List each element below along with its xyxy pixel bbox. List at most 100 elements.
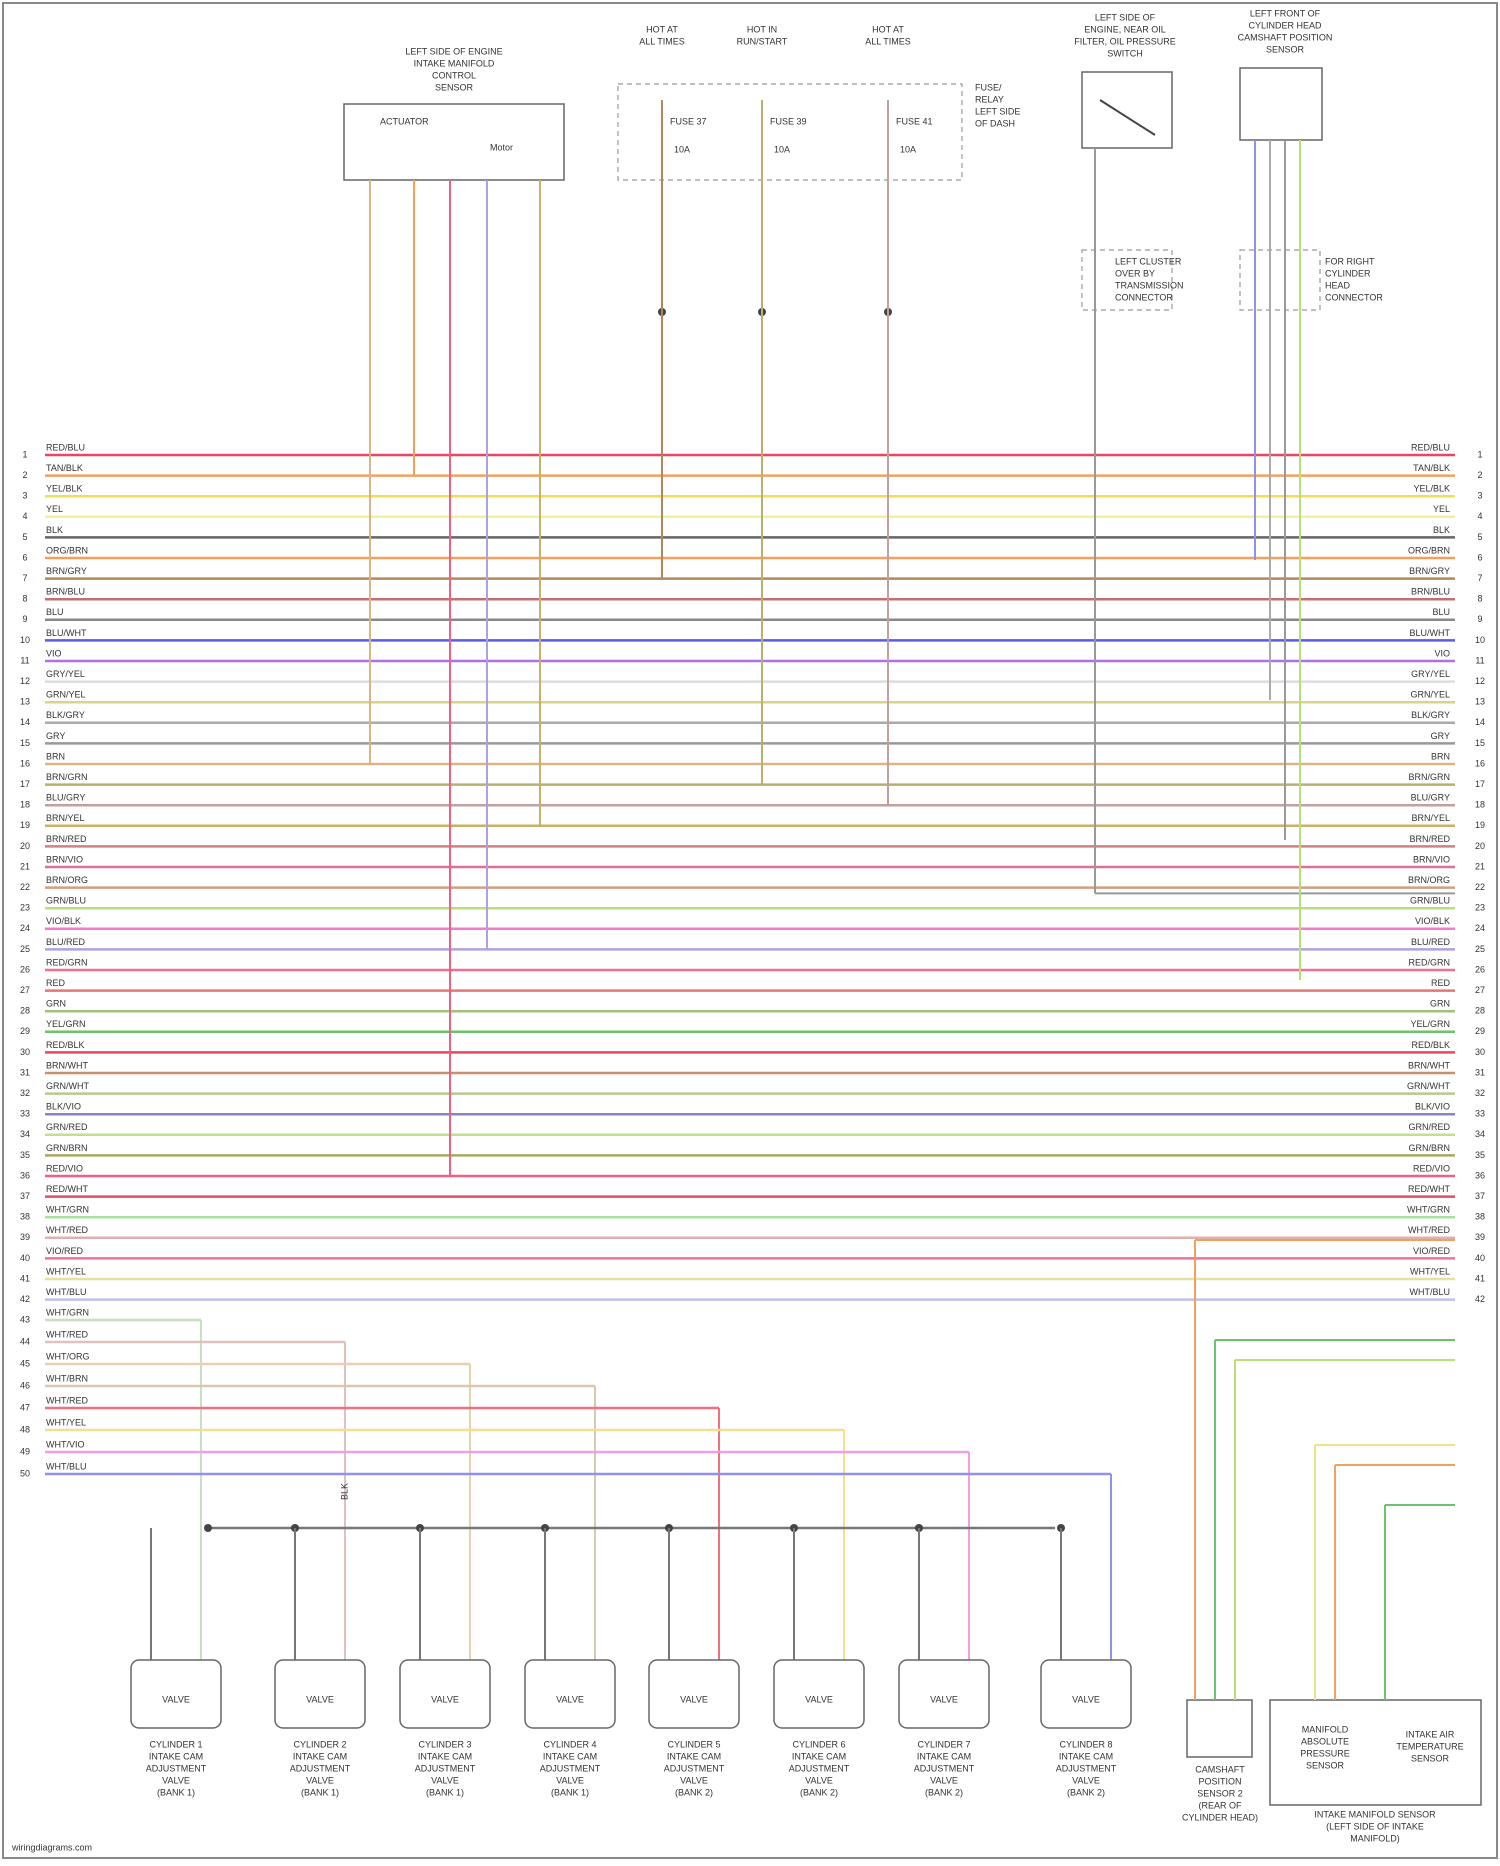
wire-label: GRY/YEL — [1411, 669, 1450, 679]
undefined: ALL TIMES — [639, 36, 685, 46]
wire-label: BLU/RED — [46, 937, 86, 947]
wire-label: WHT/YEL — [46, 1266, 86, 1276]
wire-label: BRN/GRY — [46, 566, 87, 576]
actuator-box — [898, 1659, 990, 1729]
wire-label: GRY — [1431, 731, 1450, 741]
switch-lever — [1099, 99, 1156, 136]
wire-label: ORG/BRN — [1408, 545, 1450, 555]
wire-label: WHT/RED — [46, 1329, 88, 1339]
wire-label: BLU — [1432, 607, 1450, 617]
wire-label: BRN/WHT — [46, 1060, 88, 1070]
undefined: TEMPERATURE — [1396, 1741, 1463, 1751]
wire-label: BRN/VIO — [1413, 854, 1450, 864]
wire-label: YEL/BLK — [1413, 484, 1450, 494]
undefined: (BANK 1) — [426, 1787, 464, 1797]
ground-label: BLK — [339, 1483, 349, 1500]
undefined: INTAKE MANIFOLD — [414, 58, 495, 68]
undefined: CYLINDER 7 — [917, 1739, 970, 1749]
undefined: (BANK 1) — [551, 1787, 589, 1797]
pin-number: 12 — [20, 676, 30, 686]
wire-label: WHT/BRN — [46, 1373, 88, 1383]
pin-number: 30 — [1475, 1047, 1485, 1057]
undefined: SWITCH — [1107, 48, 1143, 58]
wire-label: GRN/YEL — [1410, 690, 1450, 700]
pin-number: 38 — [20, 1212, 30, 1222]
undefined: CYLINDER 3 — [418, 1739, 471, 1749]
undefined: (BANK 2) — [1067, 1787, 1105, 1797]
wire-label: WHT/YEL — [46, 1417, 86, 1427]
pin-number: 35 — [20, 1150, 30, 1160]
wire-label: TAN/BLK — [46, 463, 83, 473]
pin-number: 31 — [1475, 1067, 1485, 1077]
pin-number: 21 — [20, 861, 30, 871]
undefined: OF DASH — [975, 118, 1015, 128]
wire-label: BRN/GRN — [1408, 772, 1450, 782]
undefined: INTAKE CAM — [293, 1751, 347, 1761]
undefined: MANIFOLD — [1302, 1724, 1349, 1734]
wire-label: WHT/GRN — [46, 1205, 89, 1215]
undefined: VALVE — [431, 1775, 459, 1785]
switch-box — [1081, 71, 1173, 149]
undefined: CONNECTOR — [1325, 292, 1383, 302]
wire-label: BLU/WHT — [1410, 628, 1451, 638]
pin-number: 17 — [1475, 779, 1485, 789]
wire-label: BRN/RED — [1409, 834, 1450, 844]
undefined: CYLINDER 2 — [293, 1739, 346, 1749]
wire-label: BLU/GRY — [46, 793, 85, 803]
pin-number: 45 — [20, 1358, 30, 1368]
undefined: (BANK 2) — [800, 1787, 838, 1797]
undefined: VALVE — [805, 1775, 833, 1785]
undefined: LEFT FRONT OF — [1250, 8, 1321, 18]
actuator-box — [130, 1659, 222, 1729]
undefined: OVER BY — [1115, 268, 1155, 278]
undefined: VALVE — [1072, 1775, 1100, 1785]
wire-label: WHT/BLU — [46, 1287, 87, 1297]
undefined: POSITION — [1198, 1776, 1241, 1786]
undefined: CONNECTOR — [1115, 292, 1173, 302]
pin-number: 35 — [1475, 1150, 1485, 1160]
wire-label: GRN/RED — [1408, 1122, 1450, 1132]
wire-label: GRN/BRN — [1408, 1143, 1450, 1153]
pin-number: 8 — [22, 594, 27, 604]
pin-number: 1 — [22, 449, 27, 459]
pin-number: 4 — [1477, 511, 1482, 521]
undefined: INTAKE AIR — [1406, 1729, 1455, 1739]
undefined: ADJUSTMENT — [146, 1763, 207, 1773]
pin-number: 39 — [20, 1232, 30, 1242]
wire-label: VIO/BLK — [46, 916, 81, 926]
wire-label: WHT/RED — [1408, 1225, 1450, 1235]
undefined: RUN/START — [737, 36, 788, 46]
wire-label: BLK — [46, 525, 63, 535]
wire-label: BLK/GRY — [1411, 710, 1450, 720]
box-text: VALVE — [306, 1694, 334, 1704]
pin-number: 4 — [22, 511, 27, 521]
pin-number: 40 — [1475, 1253, 1485, 1263]
wire-label: GRN/YEL — [46, 690, 86, 700]
undefined: CYLINDER 4 — [543, 1739, 596, 1749]
wire-label: WHT/RED — [46, 1395, 88, 1405]
box-text: VALVE — [680, 1694, 708, 1704]
wire-label: GRN — [1430, 999, 1450, 1009]
wire-label: GRN — [46, 999, 66, 1009]
pin-number: 25 — [20, 944, 30, 954]
wire-label: RED — [46, 978, 66, 988]
pin-number: 27 — [1475, 985, 1485, 995]
pin-number: 26 — [1475, 964, 1485, 974]
pin-number: 40 — [20, 1253, 30, 1263]
pin-number: 15 — [1475, 738, 1485, 748]
pin-number: 16 — [1475, 758, 1485, 768]
undefined: TRANSMISSION — [1115, 280, 1184, 290]
wire-label: VIO/RED — [46, 1246, 84, 1256]
wire-label: VIO/RED — [1413, 1246, 1451, 1256]
undefined: (REAR OF — [1198, 1800, 1242, 1810]
pin-number: 37 — [20, 1191, 30, 1201]
undefined: INTAKE MANIFOLD SENSOR — [1314, 1809, 1436, 1819]
pin-number: 5 — [22, 532, 27, 542]
pin-number: 9 — [1477, 614, 1482, 624]
fuse-name: FUSE 37 — [670, 116, 707, 126]
connector — [1239, 249, 1321, 311]
wire-label: WHT/GRN — [1407, 1205, 1450, 1215]
pin-number: 34 — [20, 1129, 30, 1139]
wire-label: BRN — [1431, 751, 1450, 761]
